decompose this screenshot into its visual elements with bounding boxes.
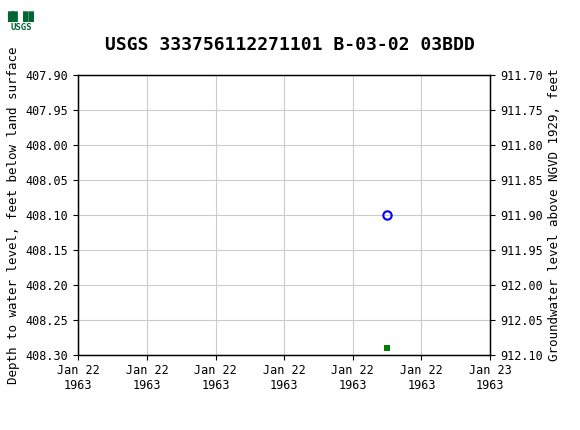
Y-axis label: Depth to water level, feet below land surface: Depth to water level, feet below land su… bbox=[8, 46, 20, 384]
Text: USGS: USGS bbox=[72, 12, 128, 31]
Text: USGS 333756112271101 B-03-02 03BDD: USGS 333756112271101 B-03-02 03BDD bbox=[105, 36, 475, 54]
Text: ██ ██
USGS: ██ ██ USGS bbox=[8, 11, 34, 32]
FancyBboxPatch shape bbox=[5, 3, 63, 42]
Y-axis label: Groundwater level above NGVD 1929, feet: Groundwater level above NGVD 1929, feet bbox=[548, 69, 561, 361]
